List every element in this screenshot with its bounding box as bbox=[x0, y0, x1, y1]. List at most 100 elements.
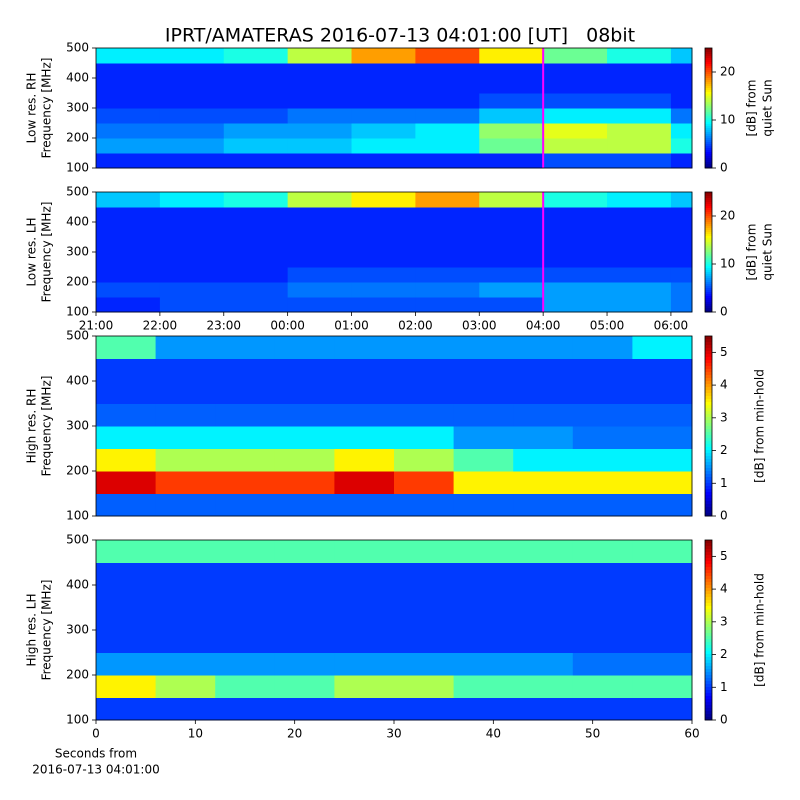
colorbar-segment bbox=[705, 262, 712, 265]
colorbar-segment bbox=[705, 72, 712, 75]
heatmap-cell bbox=[274, 562, 335, 586]
colorbar-segment bbox=[705, 438, 712, 442]
colorbar-segment bbox=[705, 702, 712, 706]
colorbar-segment bbox=[705, 254, 712, 257]
heatmap-cell bbox=[274, 697, 335, 721]
heatmap-cell bbox=[96, 358, 157, 382]
heatmap-cell bbox=[670, 237, 693, 253]
colorbar-segment bbox=[705, 52, 712, 55]
colorbar-segment bbox=[705, 140, 712, 143]
colorbar-segment bbox=[705, 618, 712, 622]
colorbar-segment bbox=[705, 304, 712, 307]
heatmap-cell bbox=[159, 63, 225, 79]
colorbar-segment bbox=[705, 624, 712, 628]
x-axis-label: Seconds from bbox=[55, 747, 137, 761]
y-tick-label: 100 bbox=[66, 713, 89, 727]
colorbar-segment bbox=[705, 714, 712, 718]
colorbar-segment bbox=[705, 156, 712, 159]
heatmap-cell bbox=[223, 108, 289, 124]
colorbar-segment bbox=[705, 582, 712, 586]
heatmap-cell bbox=[287, 222, 353, 238]
heatmap-cell bbox=[274, 426, 335, 449]
y-tick-label: 200 bbox=[66, 275, 89, 289]
colorbar-segment bbox=[705, 429, 712, 433]
heatmap-cell bbox=[96, 123, 161, 139]
colorbar-segment bbox=[705, 236, 712, 239]
heatmap-cell bbox=[223, 153, 289, 169]
colorbar-segment bbox=[705, 432, 712, 436]
y-axis-label: Low res. RH bbox=[25, 73, 39, 144]
heatmap-cell bbox=[223, 222, 289, 238]
colorbar-segment bbox=[705, 90, 712, 93]
colorbar-segment bbox=[705, 657, 712, 661]
colorbar-segment bbox=[705, 114, 712, 117]
heatmap-cell bbox=[415, 78, 480, 94]
colorbar-segment bbox=[705, 693, 712, 697]
colorbar-segment bbox=[705, 459, 712, 463]
colorbar-segment bbox=[705, 351, 712, 355]
y-tick-label: 500 bbox=[66, 41, 89, 55]
x-tick-label: 21:00 bbox=[79, 319, 114, 333]
heatmap-cell bbox=[274, 585, 335, 608]
y-tick-label: 500 bbox=[66, 185, 89, 199]
heatmap-cell bbox=[215, 336, 276, 359]
heatmap-cell bbox=[607, 138, 672, 154]
heatmap-cell bbox=[572, 585, 633, 608]
heatmap-cell bbox=[415, 123, 480, 139]
colorbar-segment bbox=[705, 462, 712, 466]
heatmap-cell bbox=[607, 78, 672, 94]
colorbar-segment bbox=[705, 486, 712, 490]
heatmap-cell bbox=[607, 93, 672, 109]
y-tick-label: 400 bbox=[66, 215, 89, 229]
heatmap-cell bbox=[351, 153, 416, 169]
colorbar-label: [dB] from min-hold bbox=[753, 369, 767, 483]
heatmap-cell bbox=[274, 336, 335, 359]
colorbar-frame bbox=[704, 191, 713, 313]
heatmap-cell bbox=[223, 138, 289, 154]
heatmap-cell bbox=[155, 630, 216, 653]
heatmap-cell bbox=[415, 138, 480, 154]
colorbar-segment bbox=[705, 555, 712, 559]
x-tick-label: 00:00 bbox=[270, 319, 305, 333]
heatmap-cell bbox=[632, 403, 693, 427]
heatmap-cell bbox=[632, 471, 693, 494]
heatmap-cell bbox=[479, 153, 544, 169]
heatmap-cell bbox=[351, 108, 416, 124]
heatmap-cell bbox=[607, 252, 672, 268]
heatmap-cell bbox=[607, 192, 672, 208]
heatmap-cell bbox=[96, 48, 161, 64]
heatmap-cell bbox=[274, 630, 335, 653]
colorbar-segment bbox=[705, 288, 712, 291]
heatmap-cell bbox=[543, 252, 608, 268]
colorbar-segment bbox=[705, 411, 712, 415]
x-tick-label: 03:00 bbox=[462, 319, 497, 333]
heatmap-cell bbox=[96, 426, 157, 449]
heatmap-cell bbox=[287, 252, 353, 268]
colorbar-segment bbox=[705, 212, 712, 215]
heatmap-cell bbox=[513, 358, 574, 382]
colorbar-segment bbox=[705, 681, 712, 685]
heatmap-cell bbox=[670, 138, 693, 154]
colorbar-segment bbox=[705, 160, 712, 163]
colorbar-segment bbox=[705, 609, 712, 613]
colorbar-segment bbox=[705, 441, 712, 445]
colorbar-segment bbox=[705, 78, 712, 81]
heatmap-cell bbox=[96, 108, 161, 124]
colorbar-segment bbox=[705, 88, 712, 91]
heatmap-cell bbox=[572, 471, 633, 494]
colorbar-segment bbox=[705, 204, 712, 207]
heatmap-cell bbox=[159, 222, 225, 238]
heatmap-cell bbox=[479, 63, 544, 79]
colorbar-segment bbox=[705, 561, 712, 565]
colorbar-segment bbox=[705, 504, 712, 508]
heatmap-cell bbox=[670, 48, 693, 64]
colorbar-segment bbox=[705, 210, 712, 213]
heatmap-cell bbox=[96, 63, 161, 79]
colorbar-segment bbox=[705, 62, 712, 65]
colorbar-segment bbox=[705, 543, 712, 547]
y-axis-label: High res. LH bbox=[25, 593, 39, 666]
heatmap-cell bbox=[223, 63, 289, 79]
heatmap-cell bbox=[215, 426, 276, 449]
heatmap-cell bbox=[215, 493, 276, 517]
